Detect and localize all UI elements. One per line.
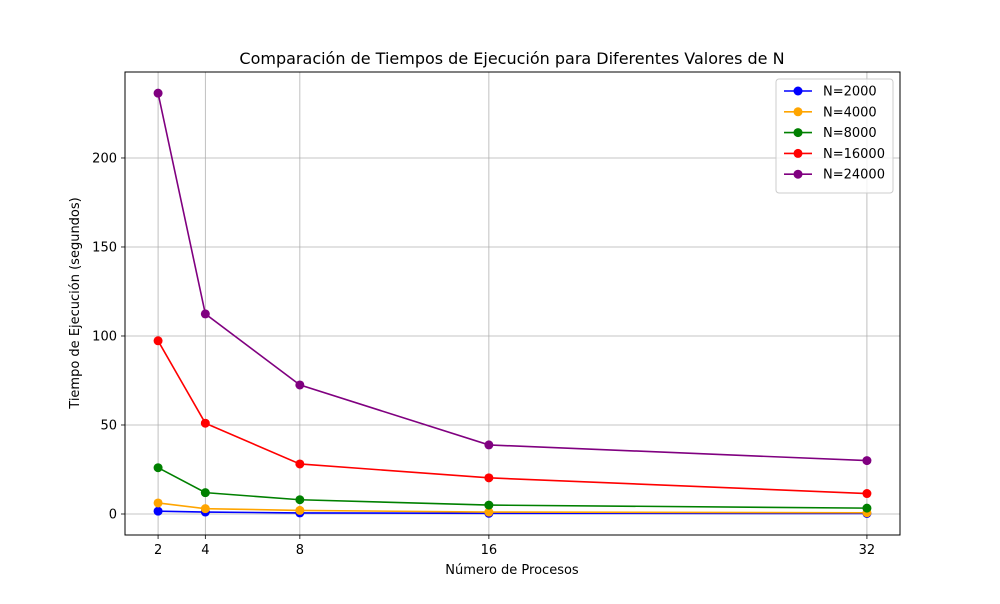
data-point [484,507,494,517]
legend-label: N=16000 [823,147,885,162]
y-tick-label: 150 [92,240,117,255]
data-point [295,459,305,469]
legend-item: N=8000 [784,126,877,141]
x-tick-label: 4 [201,543,209,558]
legend-item: N=24000 [784,168,885,183]
data-point [295,495,305,505]
data-point [295,505,305,515]
series-group [153,88,872,518]
data-point [153,336,163,346]
legend-item: N=16000 [784,147,885,162]
data-point [484,440,494,450]
data-point [862,489,872,499]
x-tick-label: 16 [481,543,498,558]
legend-item: N=4000 [784,105,877,120]
data-point [200,309,210,319]
y-tick-label: 200 [92,151,117,166]
data-point [200,418,210,428]
y-axis-label: Tiempo de Ejecución (segundos) [68,197,83,409]
data-point [153,506,163,516]
data-point [153,88,163,98]
legend-marker [793,107,803,117]
data-point [200,488,210,498]
x-tick-label: 32 [859,543,876,558]
data-point [153,463,163,473]
data-point [862,503,872,513]
chart-title: Comparación de Tiempos de Ejecución para… [239,49,784,68]
legend-box [775,78,894,194]
data-point [153,498,163,508]
x-axis-label: Número de Procesos [445,563,579,578]
data-point [484,500,494,510]
y-tick-label: 100 [92,329,117,344]
y-tick-label: 50 [100,418,117,433]
legend-marker [793,169,803,179]
legend-label: N=8000 [823,126,877,141]
series-n-24000 [153,88,872,466]
y-tick-label: 0 [109,507,117,522]
legend-label: N=24000 [823,168,885,183]
legend-item: N=2000 [784,85,877,100]
series-n-16000 [153,336,872,499]
legend-label: N=2000 [823,85,877,100]
y-axis-ticks: 0 50 100 150 200 [92,151,125,522]
data-point [200,504,210,514]
legend: N=2000 N=4000 N=8000 N=16000 N=24000 [775,78,894,194]
legend-marker [793,86,803,96]
x-axis-ticks: 2 4 8 16 32 [154,535,875,558]
data-point [484,473,494,483]
legend-marker [793,128,803,138]
x-tick-label: 2 [154,543,162,558]
plot-frame [124,71,901,536]
x-tick-label: 8 [296,543,304,558]
legend-label: N=4000 [823,105,877,120]
series-n-8000 [153,463,872,513]
legend-marker [793,148,803,158]
data-point [295,380,305,390]
data-point [862,456,872,466]
